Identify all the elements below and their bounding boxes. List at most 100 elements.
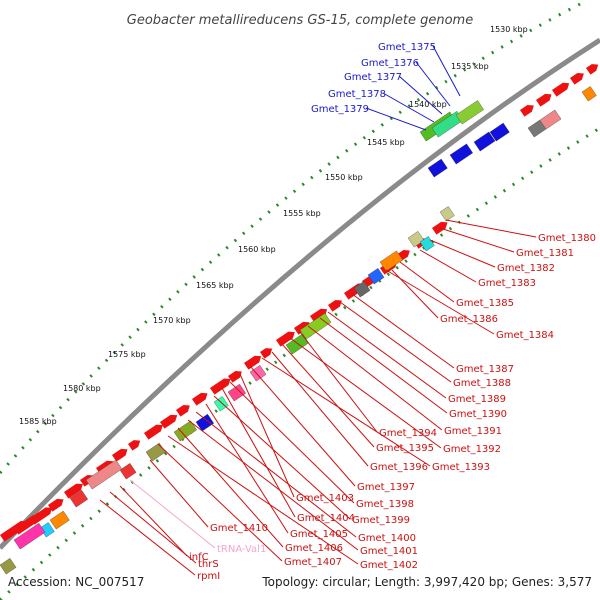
leader-line [432,45,461,97]
leader-line [149,459,209,528]
leader-line [339,301,452,383]
gene-arrow [586,64,599,75]
gene-label: Gmet_1386 [440,314,498,325]
scale-label: 1565 kbp [196,281,234,290]
scale-label: 1555 kbp [283,209,321,218]
gene-arrow [520,104,534,117]
leader-line [239,373,295,498]
gene-label: Gmet_1392 [443,444,501,455]
gene-label: Gmet_1388 [453,378,511,389]
gene-label: Gmet_1390 [449,409,507,420]
gene-label: Gmet_1379 [311,104,369,115]
scale-label: 1580 kbp [63,384,101,393]
gene-label: Gmet_1404 [297,513,355,524]
leader-line [415,61,451,107]
gene-label: Gmet_1378 [328,89,386,100]
leader-line [167,435,359,565]
gene-block [227,383,246,402]
gene-arrow [160,414,178,429]
gene-label: Gmet_1405 [290,529,348,540]
leader-line [119,485,188,557]
leader-line [299,331,378,433]
gene-arrow [552,82,570,97]
gene-block [527,119,546,138]
gene-label: Gmet_1375 [378,42,436,53]
gene-arrow [328,299,342,312]
gene-label: Gmet_1385 [456,298,514,309]
gene-block [249,365,267,382]
gene-label: Gmet_1383 [478,278,536,289]
gene-label: Gmet_1377 [344,72,402,83]
leader-line [289,337,442,449]
leader-line [419,249,477,283]
gene-label: Gmet_1380 [538,233,596,244]
leader-line [177,427,284,548]
gene-arrow [192,392,208,406]
gene-arrow [144,424,163,440]
gene-block [539,109,562,130]
gene-arrow [310,308,328,323]
gene-label: Gmet_1382 [497,263,555,274]
leader-line [365,107,427,131]
genome-backbone-arc [0,37,600,550]
gene-label: Gmet_1376 [361,58,419,69]
leader-line [157,443,283,562]
gene-arrow [128,440,141,451]
leader-line [229,381,355,504]
leader-line [429,239,496,268]
gene-block [489,122,510,142]
outer-scale-ring [0,0,589,475]
gene-block [407,231,425,248]
gene-label: Gmet_1398 [356,499,414,510]
leader-line [187,419,359,551]
gene-block [379,250,403,272]
gene-label: Gmet_1410 [210,523,268,534]
gene-block [439,206,455,222]
label-leader-lines [99,45,537,576]
gene-label: Gmet_1401 [360,546,418,557]
gene-label: Gmet_1396 [370,462,428,473]
gene-block [427,158,448,178]
gene-label: Gmet_1389 [448,394,506,405]
leader-line [129,479,216,549]
gene-label: Gmet_1403 [296,493,354,504]
forward-strand-genes [0,64,599,542]
gene-arrow [112,448,128,462]
gene-arrow [30,507,53,525]
gene-label: Gmet_1394 [379,428,437,439]
leader-line [109,491,197,564]
gene-label: Gmet_1393 [432,462,490,473]
gene-labels: Gmet_1375 Gmet_1376 Gmet_1377 Gmet_1378 Gmet… [189,42,596,582]
gene-block [145,442,166,462]
gene-arrow [64,483,83,499]
scale-label: 1575 kbp [108,350,146,359]
gene-label: thrS [198,559,219,570]
scale-label: 1535 kbp [451,62,489,71]
leader-line [319,317,448,414]
leader-line [99,499,196,576]
leader-line [281,343,375,448]
scale-label: 1550 kbp [325,173,363,182]
genome-summary: Topology: circular; Length: 3,997,420 bp… [261,575,592,589]
scale-label: 1545 kbp [367,138,405,147]
leader-line [398,75,443,115]
leader-line [382,92,435,123]
gene-label: Gmet_1381 [516,248,574,259]
gene-label: Gmet_1387 [456,364,514,375]
gene-block [13,523,46,550]
gene-arrow [276,331,295,347]
gene-arrow [536,93,552,107]
gene-label: Gmet_1407 [284,557,342,568]
gene-label: rpmI [197,571,220,582]
gene-arrow [260,348,273,359]
leader-line [445,219,537,238]
gene-block [367,268,385,285]
leader-line [385,269,495,335]
gene-block [119,463,137,480]
gene-block [353,281,371,298]
leader-line [261,357,431,467]
gene-block [85,459,123,490]
leader-line [351,293,455,369]
gene-label: Gmet_1399 [352,515,410,526]
accession-label: Accession: NC_007517 [8,575,144,589]
